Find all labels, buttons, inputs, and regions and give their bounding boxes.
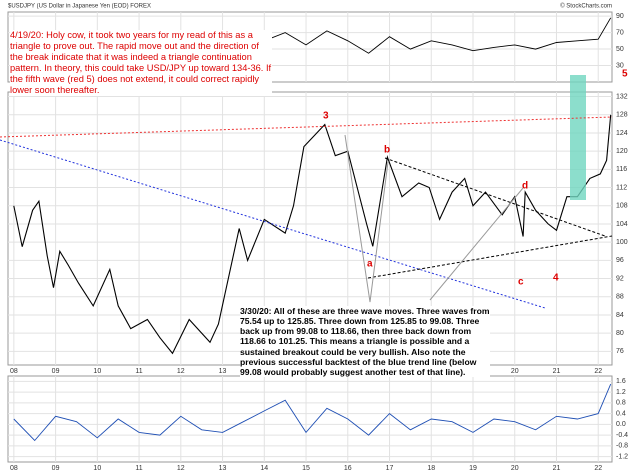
y-tick-label: 1.2 (616, 389, 626, 396)
wave-label: d (522, 181, 528, 192)
x-tick-label: 19 (469, 465, 477, 472)
y-tick-label: 92 (616, 275, 624, 282)
y-tick-label: 70 (616, 29, 624, 36)
x-tick-label: 12 (177, 465, 185, 472)
wave-pointer (344, 134, 389, 303)
wave-label: b (384, 145, 390, 156)
x-tick-label: 09 (52, 465, 60, 472)
wave-label: 4 (553, 273, 559, 284)
x-tick-label: 08 (10, 465, 18, 472)
wave-label: c (518, 277, 524, 288)
x-tick-label: 16 (344, 465, 352, 472)
macd-panel (7, 375, 613, 463)
wave-pointer (429, 187, 524, 301)
x-tick-label: 10 (93, 465, 101, 472)
x-tick-label: 14 (260, 465, 268, 472)
y-tick-label: -0.8 (616, 443, 628, 450)
x-tick-label: 11 (135, 368, 142, 375)
source: © StockCharts.com (560, 3, 612, 10)
y-tick-label: 108 (616, 203, 628, 210)
y-tick-label: 30 (616, 62, 624, 69)
x-tick-label: 20 (511, 368, 519, 375)
y-tick-label: 50 (616, 46, 624, 53)
y-tick-label: 88 (616, 294, 624, 301)
y-tick-label: 124 (616, 130, 628, 137)
x-tick-label: 13 (219, 368, 227, 375)
y-tick-label: 100 (616, 239, 628, 246)
y-tick-label: 0.0 (616, 421, 626, 428)
x-tick-label: 17 (386, 465, 394, 472)
note: 3/30/20: All of these are three wave mov… (240, 306, 490, 377)
y-tick-label: 0.8 (616, 400, 626, 407)
triangle-upper (384, 157, 606, 237)
x-tick-label: 09 (52, 368, 60, 375)
x-tick-label: 13 (219, 465, 227, 472)
chart-title: $USDJPY (US Dollar in Japanese Yen (EOD)… (8, 4, 151, 10)
y-tick-label: 96 (616, 257, 624, 264)
y-tick-label: 80 (616, 330, 624, 337)
wave-label: 5 (622, 69, 628, 80)
target-zone (570, 75, 586, 200)
series-line (13, 114, 612, 355)
triangle-lower (367, 235, 613, 279)
x-tick-label: 15 (302, 465, 310, 472)
y-tick-label: 1.6 (616, 378, 626, 385)
x-tick-label: 21 (553, 368, 561, 375)
y-tick-label: 84 (616, 312, 624, 319)
x-tick-label: 11 (135, 465, 142, 472)
wave-label: a (367, 259, 373, 270)
series-line (13, 383, 612, 442)
y-tick-label: 0.4 (616, 410, 626, 417)
y-tick-label: 132 (616, 93, 628, 100)
y-tick-label: -0.4 (616, 432, 628, 439)
y-tick-label: 120 (616, 148, 628, 155)
y-tick-label: 112 (616, 184, 627, 191)
x-tick-label: 08 (10, 368, 18, 375)
y-tick-label: 90 (616, 13, 624, 20)
blue-trend-line (0, 139, 546, 309)
x-tick-label: 20 (511, 465, 519, 472)
x-tick-label: 12 (177, 368, 185, 375)
x-tick-label: 18 (427, 465, 435, 472)
note: 4/19/20: Holy cow, it took two years for… (10, 30, 272, 96)
y-tick-label: 128 (616, 112, 628, 119)
x-tick-label: 22 (594, 368, 602, 375)
x-tick-label: 10 (93, 368, 101, 375)
wave-label: 3 (323, 111, 329, 122)
x-tick-label: 22 (594, 465, 602, 472)
x-tick-label: 21 (553, 465, 561, 472)
y-tick-label: 76 (616, 348, 624, 355)
y-tick-label: 104 (616, 221, 628, 228)
y-tick-label: -1.2 (616, 453, 628, 460)
y-tick-label: 116 (616, 166, 627, 173)
